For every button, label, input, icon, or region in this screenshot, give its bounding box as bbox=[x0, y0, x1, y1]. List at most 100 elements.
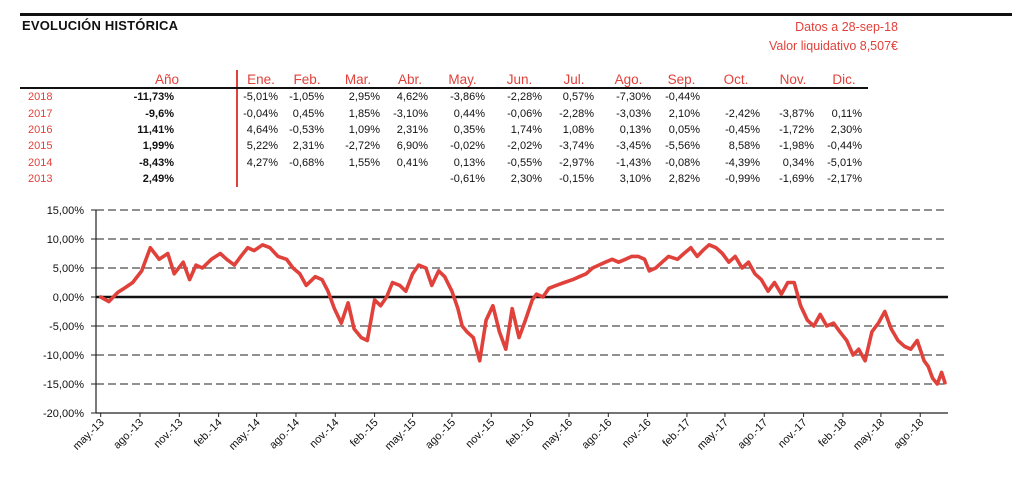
month-return-cell: -5,01% bbox=[827, 156, 862, 169]
month-return-cell: -0,55% bbox=[507, 156, 542, 169]
row-year: 2016 bbox=[28, 123, 53, 136]
month-return-cell: 2,10% bbox=[668, 107, 700, 120]
month-return-cell: 4,62% bbox=[396, 91, 428, 104]
y-tick-label: -15,00% bbox=[43, 379, 84, 391]
month-return-cell: 0,35% bbox=[453, 123, 485, 136]
header-month: Oct. bbox=[706, 70, 766, 89]
date-line: Datos a 28-sep-18 bbox=[795, 20, 898, 34]
month-return-cell: -3,87% bbox=[779, 107, 814, 120]
month-return-cell: -0,44% bbox=[665, 91, 700, 104]
header-month: May. bbox=[434, 70, 491, 89]
table-row: 2014 -8,43% 4,27% -0,68% 1,55% 0,41% 0,13% -0,5… bbox=[20, 154, 868, 171]
header-rule bbox=[20, 13, 1012, 16]
month-return-cell: 1,09% bbox=[348, 123, 380, 136]
x-tick-label: may.-16 bbox=[539, 417, 575, 453]
y-tick-label: -5,00% bbox=[49, 321, 84, 333]
month-return-cell: 1,85% bbox=[348, 107, 380, 120]
month-return-cell: -2,72% bbox=[345, 140, 380, 153]
month-return-cell: -2,28% bbox=[507, 91, 542, 104]
month-return-cell: -2,97% bbox=[559, 156, 594, 169]
series-line bbox=[98, 242, 947, 386]
x-tick-label: feb.-14 bbox=[192, 417, 225, 450]
row-year: 2017 bbox=[28, 107, 53, 120]
month-return-cell bbox=[386, 171, 434, 187]
table-row: 2013 2,49% -0,61% 2,30% -0,15% 3,10% 2,82% -0,9… bbox=[20, 170, 868, 188]
month-return-cell: -0,04% bbox=[243, 107, 278, 120]
x-tick-label: ago.-16 bbox=[580, 417, 615, 452]
y-tick-label: -20,00% bbox=[43, 408, 84, 420]
row-year: 2014 bbox=[28, 156, 53, 169]
month-return-cell: 1,74% bbox=[510, 123, 542, 136]
x-tick-label: nov.-13 bbox=[152, 417, 186, 451]
month-return-cell: -0,45% bbox=[725, 123, 760, 136]
month-return-cell: -3,10% bbox=[393, 107, 428, 120]
month-return-cell: -0,99% bbox=[725, 173, 760, 186]
month-return-cell: 2,30% bbox=[510, 173, 542, 186]
header-month: Ene. bbox=[237, 70, 284, 89]
month-return-cell: 5,22% bbox=[246, 140, 278, 153]
month-return-cell: 1,08% bbox=[562, 123, 594, 136]
header-month: Abr. bbox=[386, 70, 434, 89]
month-return-cell bbox=[237, 171, 284, 187]
month-return-cell: -0,68% bbox=[289, 156, 324, 169]
x-tick-label: feb.-18 bbox=[816, 417, 849, 450]
month-return-cell: -0,08% bbox=[665, 156, 700, 169]
month-return-cell: 0,41% bbox=[396, 156, 428, 169]
x-tick-label: nov.-17 bbox=[776, 417, 810, 451]
month-return-cell: 3,10% bbox=[619, 173, 651, 186]
header-month: Mar. bbox=[330, 70, 386, 89]
month-return-cell: 2,31% bbox=[396, 123, 428, 136]
monthly-returns-table: Año Ene. Feb. Mar. Abr. May. Jun. Jul. A… bbox=[20, 70, 868, 188]
header-month: Ago. bbox=[600, 70, 657, 89]
month-return-cell: -0,06% bbox=[507, 107, 542, 120]
month-return-cell: 0,13% bbox=[453, 156, 485, 169]
month-return-cell bbox=[706, 88, 766, 105]
header-month: Jul. bbox=[548, 70, 600, 89]
month-return-cell bbox=[820, 88, 868, 105]
header-month: Jun. bbox=[491, 70, 548, 89]
month-return-cell: -0,44% bbox=[827, 140, 862, 153]
month-return-cell: 6,90% bbox=[396, 140, 428, 153]
month-return-cell: 4,64% bbox=[246, 123, 278, 136]
row-year: 2015 bbox=[28, 140, 53, 153]
performance-chart: 15,00% 10,00% 5,00% 0,00% -5,00% -10,00% -15,0… bbox=[43, 205, 948, 453]
row-year: 2013 bbox=[28, 173, 53, 186]
x-tick-label: nov.-14 bbox=[308, 417, 342, 451]
header-annual: Año bbox=[98, 70, 238, 89]
month-return-cell: -4,39% bbox=[725, 156, 760, 169]
page-title: EVOLUCIÓN HISTÓRICA bbox=[22, 18, 179, 33]
month-return-cell: -1,05% bbox=[289, 91, 324, 104]
month-return-cell: 0,34% bbox=[782, 156, 814, 169]
table-row: 2018 -11,73% -5,01% -1,05% 2,95% 4,62% -3,86% -… bbox=[20, 88, 868, 106]
nav-line: Valor liquidativo 8,507€ bbox=[768, 39, 898, 53]
table-row: 2017 -9,6% -0,04% 0,45% 1,85% -3,10% 0,44% -0,0… bbox=[20, 105, 868, 122]
month-return-cell: 1,55% bbox=[348, 156, 380, 169]
month-return-cell: 0,45% bbox=[292, 107, 324, 120]
table-row: 2015 1,99% 5,22% 2,31% -2,72% 6,90% -0,02% -2,0… bbox=[20, 138, 868, 155]
x-tick-label: may.-18 bbox=[851, 417, 887, 453]
month-return-cell: 0,11% bbox=[831, 107, 862, 120]
table-row: 2016 11,41% 4,64% -0,53% 1,09% 2,31% 0,35% 1,74… bbox=[20, 121, 868, 139]
month-return-cell: -7,30% bbox=[616, 91, 651, 104]
y-tick-label: -10,00% bbox=[43, 350, 84, 362]
month-return-cell: 0,44% bbox=[453, 107, 485, 120]
x-tick-label: feb.-17 bbox=[660, 417, 693, 450]
month-return-cell: -0,53% bbox=[289, 123, 324, 136]
x-tick-label: ago.-15 bbox=[423, 417, 458, 452]
month-return-cell: -1,43% bbox=[616, 156, 651, 169]
month-return-cell: -1,69% bbox=[779, 173, 814, 186]
month-return-cell: -0,02% bbox=[450, 140, 485, 153]
table-header-row: Año Ene. Feb. Mar. Abr. May. Jun. Jul. A… bbox=[20, 70, 868, 89]
x-tick-label: ago.-14 bbox=[267, 417, 302, 452]
month-return-cell: -5,56% bbox=[665, 140, 700, 153]
x-tick-label: nov.-16 bbox=[620, 417, 654, 451]
row-annual-return: 11,41% bbox=[98, 121, 238, 139]
month-return-cell: -5,01% bbox=[243, 91, 278, 104]
month-return-cell: -3,86% bbox=[450, 91, 485, 104]
month-return-cell: -3,45% bbox=[616, 140, 651, 153]
month-return-cell bbox=[330, 171, 386, 187]
y-tick-label: 5,00% bbox=[53, 263, 84, 275]
header-year-col bbox=[20, 70, 98, 89]
month-return-cell: -0,61% bbox=[450, 173, 485, 186]
month-return-cell: -2,42% bbox=[725, 107, 760, 120]
